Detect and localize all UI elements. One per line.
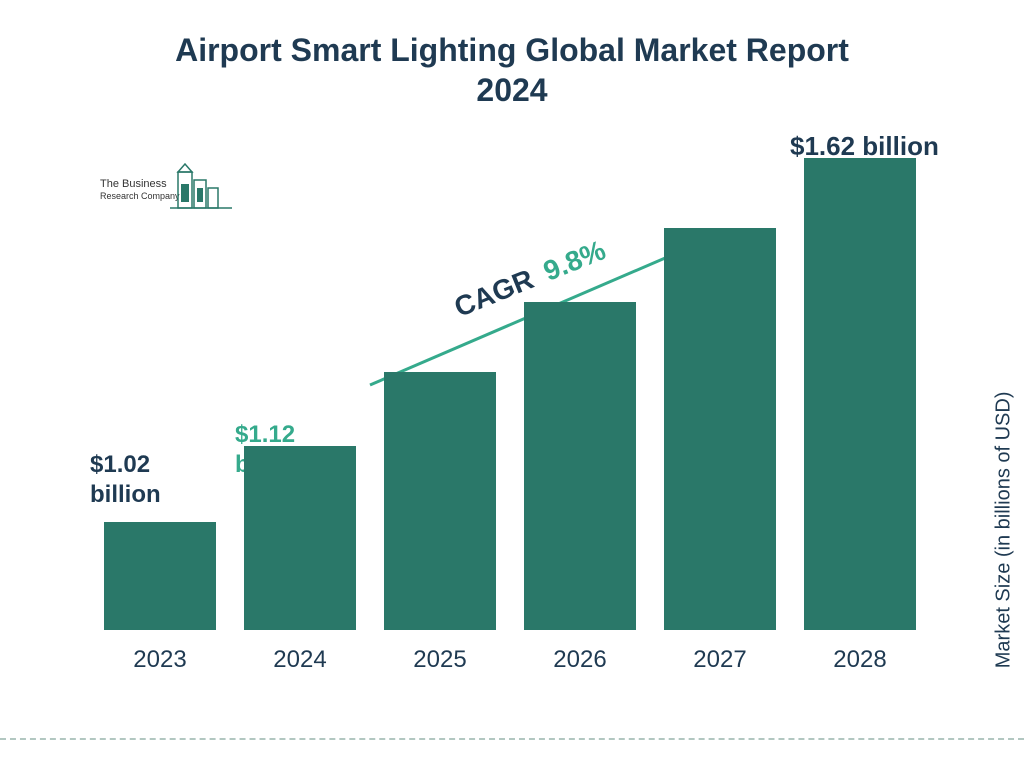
xlabel-2027: 2027 [655, 646, 785, 674]
xlabel-2025: 2025 [375, 646, 505, 674]
bar-slot-2025 [375, 372, 505, 630]
title-line-2: 2024 [476, 72, 547, 108]
xlabel-2026: 2026 [515, 646, 645, 674]
bar-slot-2027 [655, 228, 785, 630]
bar-chart: $1.02 billion $1.12 billion $1.62 billio… [90, 150, 930, 680]
chart-title: Airport Smart Lighting Global Market Rep… [0, 30, 1024, 110]
bar-slot-2026 [515, 302, 645, 630]
xlabel-2028: 2028 [795, 646, 925, 674]
bottom-divider [0, 738, 1024, 740]
bar-2028 [804, 158, 916, 630]
bar-2027 [664, 228, 776, 630]
xlabel-2023: 2023 [95, 646, 225, 674]
bar-2023 [104, 522, 216, 630]
bar-2024 [244, 446, 356, 630]
bar-2025 [384, 372, 496, 630]
y-axis-label: Market Size (in billions of USD) [993, 392, 1016, 669]
bar-slot-2028 [795, 158, 925, 630]
bar-slot-2023 [95, 522, 225, 630]
x-axis-labels: 2023 2024 2025 2026 2027 2028 [90, 646, 930, 674]
bars-container [90, 150, 930, 630]
bar-slot-2024 [235, 446, 365, 630]
bar-2026 [524, 302, 636, 630]
title-line-1: Airport Smart Lighting Global Market Rep… [175, 32, 849, 68]
xlabel-2024: 2024 [235, 646, 365, 674]
